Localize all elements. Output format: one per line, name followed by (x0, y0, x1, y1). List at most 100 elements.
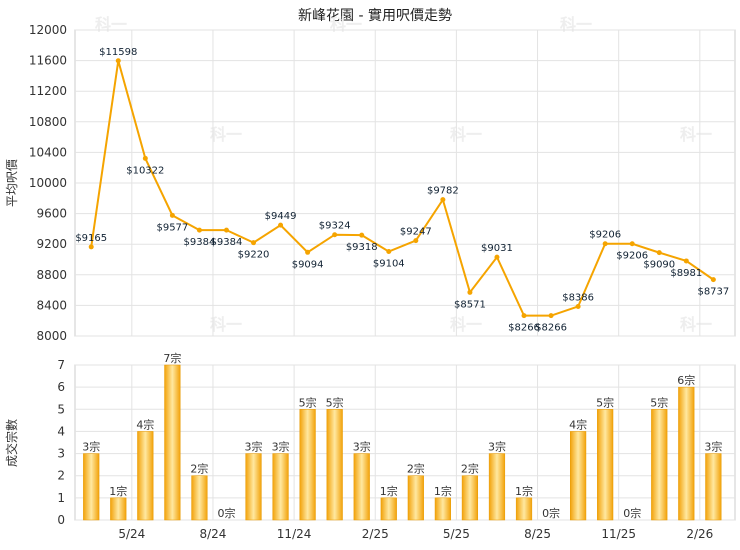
line-y-ticks: 8000 8400 8800 9200 9600 10000 10400 10800 11200… (29, 23, 67, 343)
bar-data-label: 3宗 (704, 440, 722, 454)
line-point (196, 227, 202, 233)
line-data-label: $8386 (562, 292, 594, 303)
line-y-tick-label: 12000 (29, 23, 67, 37)
line-data-label: $11598 (99, 47, 137, 58)
bar-data-label: 1宗 (434, 484, 452, 498)
watermark-text: 科一 (450, 315, 482, 334)
line-point (683, 258, 689, 264)
line-point (115, 58, 121, 64)
line-data-label: $9782 (427, 186, 459, 197)
x-axis-ticks: 5/24 8/24 11/24 2/25 5/25 8/25 11/25 2/26 (118, 527, 713, 541)
line-point (629, 241, 635, 247)
line-y-tick-label: 11200 (29, 84, 67, 98)
line-point (575, 303, 581, 309)
bar-y-tick-label: 6 (57, 380, 65, 394)
watermark-text: 科一 (680, 125, 712, 144)
line-point (656, 250, 662, 256)
line-data-label: $9318 (346, 242, 378, 253)
line-data-label: $9206 (589, 230, 621, 241)
bar-data-label: 0宗 (542, 506, 560, 520)
bar (164, 364, 181, 521)
line-point (413, 238, 419, 244)
line-y-tick-label: 8400 (36, 298, 67, 312)
line-data-label: $8266 (508, 323, 540, 334)
x-tick-label: 5/24 (118, 527, 145, 541)
watermark-text: 科一 (210, 125, 242, 144)
line-y-axis-label: 平均呎價 (5, 159, 19, 207)
line-data-label: $9104 (373, 259, 405, 270)
bar (380, 497, 397, 521)
line-data-label: $10322 (126, 165, 164, 176)
bar-data-label: 2宗 (190, 462, 208, 476)
bar-data-label: 4宗 (569, 417, 587, 431)
watermark-text: 科一 (450, 125, 482, 144)
line-point (88, 244, 94, 250)
bar (191, 475, 208, 521)
bar-data-label: 1宗 (380, 484, 398, 498)
line-data-label: $9324 (319, 221, 351, 232)
bar-y-axis-label: 成交宗數 (4, 419, 19, 467)
bar (137, 431, 154, 521)
bar-data-label: 3宗 (272, 440, 290, 454)
bar-data-label: 7宗 (163, 351, 181, 365)
bar-y-tick-label: 2 (57, 469, 65, 483)
line-data-label: $9247 (400, 227, 432, 238)
line-data-label: $9094 (292, 259, 324, 270)
bar-y-tick-label: 4 (57, 424, 65, 438)
line-point (359, 232, 365, 238)
bar-data-label: 3宗 (82, 440, 100, 454)
line-point (223, 227, 229, 233)
watermark-text: 科一 (560, 15, 592, 34)
bar-data-label: 4宗 (136, 417, 154, 431)
watermark-text: 科一 (210, 315, 242, 334)
bar (461, 475, 479, 521)
bar-y-tick-label: 3 (57, 447, 65, 461)
bar-y-ticks: 0 1 2 3 4 5 6 7 (57, 358, 65, 527)
x-tick-label: 2/26 (686, 527, 713, 541)
bar-data-label: 2宗 (461, 462, 479, 476)
line-data-label: $9577 (156, 222, 188, 233)
bar-data-label: 2宗 (407, 462, 425, 476)
line-point (305, 249, 311, 255)
bar-data-label: 5宗 (596, 395, 614, 409)
watermark-text: 科一 (330, 15, 362, 34)
line-data-label: $9449 (265, 211, 297, 222)
line-point (521, 313, 527, 319)
bar (353, 453, 370, 521)
bar-data-label: 1宗 (109, 484, 127, 498)
line-point (332, 232, 338, 238)
bar (83, 453, 100, 521)
line-data-label: $8571 (454, 299, 486, 310)
line-y-tick-label: 8000 (36, 329, 67, 343)
line-y-tick-label: 9600 (36, 207, 67, 221)
line-point (548, 313, 554, 319)
line-series: $9165 $11598 $10322 $9577 $9384$9384 $9220 $94… (75, 47, 729, 334)
line-point (602, 241, 608, 247)
line-y-tick-label: 9200 (36, 237, 67, 251)
bar (678, 386, 695, 521)
line-point (142, 155, 148, 161)
x-tick-label: 11/25 (601, 527, 636, 541)
bar (705, 453, 722, 521)
bar-data-label: 6宗 (677, 373, 695, 387)
x-tick-label: 2/25 (362, 527, 389, 541)
x-tick-label: 8/25 (524, 527, 551, 541)
line-data-label: $8266 (535, 323, 567, 334)
bar-data-label: 5宗 (326, 395, 344, 409)
line-point (386, 249, 392, 255)
bar (407, 475, 424, 521)
line-data-label: $8981 (670, 268, 702, 279)
bar-data-label: 5宗 (650, 395, 668, 409)
bar (245, 453, 262, 521)
bar-y-tick-label: 7 (57, 358, 65, 372)
bar (434, 497, 451, 521)
line-data-label: $9165 (75, 233, 107, 244)
line-y-tick-label: 11600 (29, 54, 67, 68)
bar-data-label: 0宗 (623, 506, 641, 520)
bar-data-label: 1宗 (515, 484, 533, 498)
bar-data-label: 3宗 (353, 440, 371, 454)
x-tick-label: 11/24 (277, 527, 312, 541)
bar-y-tick-label: 5 (57, 402, 65, 416)
line-point (278, 222, 284, 228)
bar-data-label: 3宗 (488, 440, 506, 454)
